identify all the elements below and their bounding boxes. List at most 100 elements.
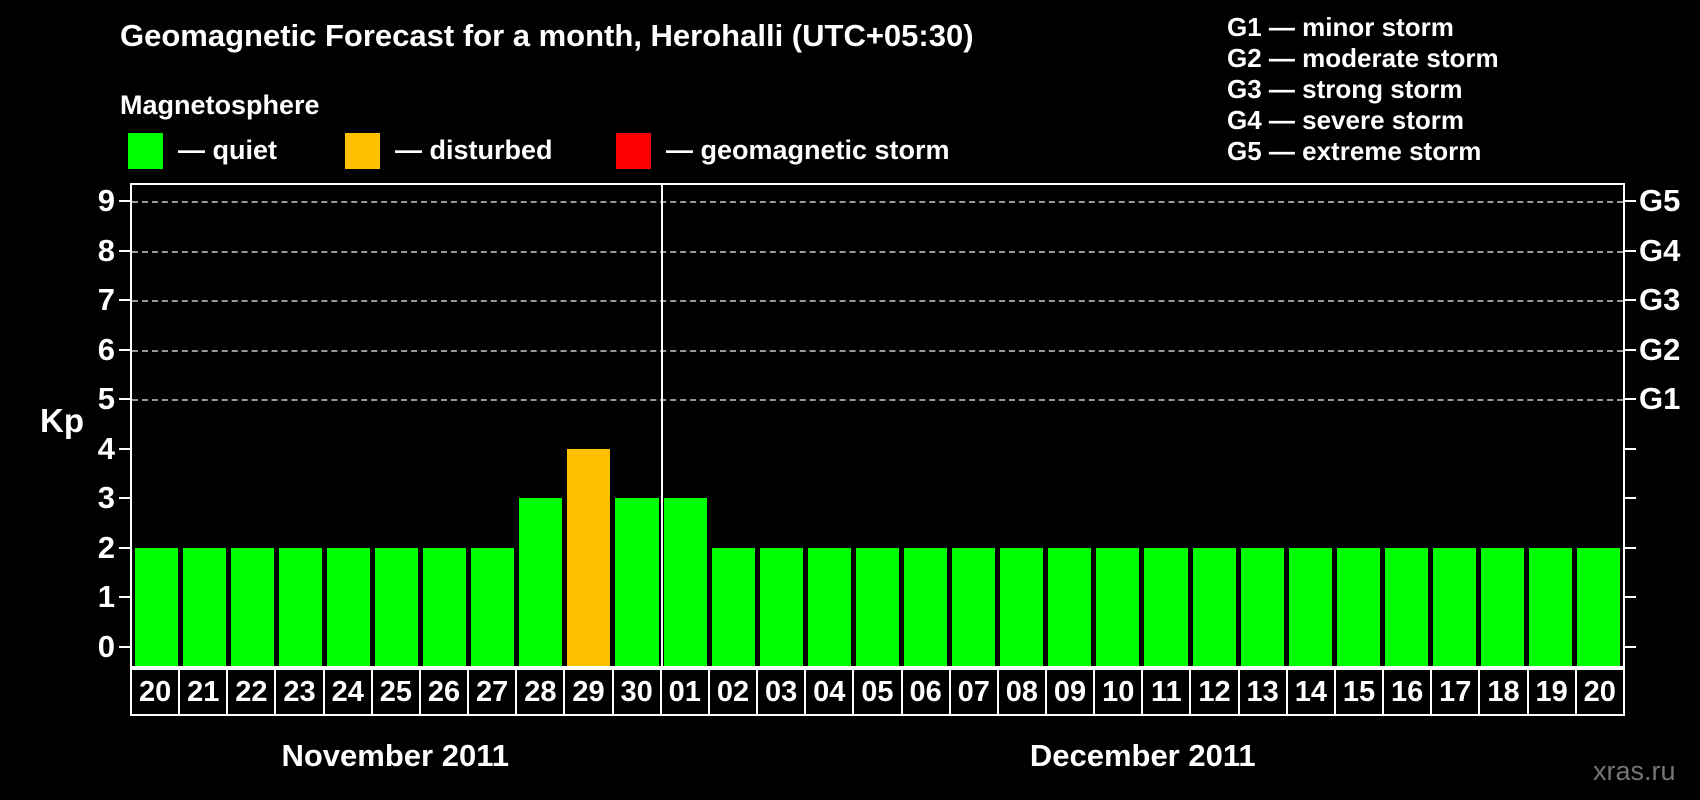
kp-bar-slot: [1334, 185, 1382, 666]
y-tick-label-0: 0: [97, 628, 115, 664]
date-cell-17: 17: [1430, 668, 1481, 716]
kp-bar-08: [1000, 547, 1044, 666]
kp-bar-slot: [1382, 185, 1430, 666]
left-tick-kp5: [119, 398, 130, 400]
kp-bar-28: [519, 498, 563, 666]
kp-bar-11: [1144, 547, 1188, 666]
kp-bar-slot: [902, 185, 950, 666]
kp-bar-slot: [661, 185, 709, 666]
left-tick-kp7: [119, 299, 130, 301]
right-tick-kp4: [1625, 447, 1636, 450]
disturbed-color-swatch: [345, 132, 380, 169]
y-tick-label-3: 3: [97, 480, 115, 515]
storm-scale-line-g4: G4 — severe storm: [1227, 105, 1465, 135]
storm-scale-line-g2: G2 — moderate storm: [1227, 43, 1499, 73]
y-axis-label-kp: Kp: [40, 402, 84, 439]
date-cell-24: 24: [322, 668, 373, 716]
right-tick-kp7: [1625, 299, 1636, 301]
kp-bar-24: [326, 547, 370, 666]
kp-bar-slot: [1431, 185, 1479, 666]
right-tick-kp6: [1625, 348, 1636, 351]
right-axis-label-g4: G4: [1639, 232, 1681, 268]
kp-bar-29: [567, 448, 611, 666]
kp-bar-slot: [998, 185, 1046, 666]
date-cell-23: 23: [274, 668, 325, 716]
gridline-kp5: [132, 399, 1623, 401]
legend-item-disturbed: — disturbed: [345, 132, 553, 169]
y-tick-label-5: 5: [97, 381, 115, 416]
left-tick-kp9: [119, 200, 130, 202]
left-tick-kp6: [119, 348, 130, 351]
y-tick-label-6: 6: [97, 331, 115, 367]
date-cell-11: 11: [1141, 668, 1192, 716]
kp-bar-04: [807, 547, 851, 666]
kp-bar-slot: [276, 185, 324, 666]
kp-bar-slot: [1286, 185, 1334, 666]
plot-area: [130, 183, 1625, 668]
kp-bar-slot: [324, 185, 372, 666]
kp-bar-slot: [950, 185, 998, 666]
kp-bar-slot: [1527, 185, 1575, 666]
date-cell-02: 02: [707, 668, 759, 716]
date-cell-14: 14: [1285, 668, 1336, 716]
kp-bar-12: [1192, 547, 1236, 666]
y-tick-label-9: 9: [97, 183, 115, 218]
left-tick-kp1: [119, 596, 130, 598]
quiet-color-swatch: [128, 132, 163, 169]
month-label-1: December 2011: [1029, 738, 1256, 773]
kp-bar-slot: [517, 185, 565, 666]
right-axis-label-g2: G2: [1639, 331, 1681, 367]
right-tick-kp5: [1625, 398, 1636, 400]
date-cell-21: 21: [178, 668, 229, 716]
y-tick-label-4: 4: [97, 430, 115, 466]
date-cell-10: 10: [1093, 668, 1144, 716]
y-tick-label-1: 1: [97, 579, 115, 614]
date-cell-05: 05: [852, 668, 903, 716]
kp-bar-slot: [1190, 185, 1238, 666]
kp-bar-23: [278, 547, 322, 666]
kp-bar-27: [471, 547, 515, 666]
kp-bar-slot: [853, 185, 901, 666]
storm-color-swatch: [616, 132, 651, 169]
storm-scale-line-g5: G5 — extreme storm: [1227, 136, 1482, 166]
gridline-kp7: [132, 300, 1623, 302]
kp-bar-slot: [1094, 185, 1142, 666]
right-axis-label-g1: G1: [1639, 381, 1681, 416]
right-tick-kp9: [1625, 200, 1636, 202]
kp-bar-slot: [709, 185, 757, 666]
date-cell-07: 07: [948, 668, 999, 716]
kp-bar-slot: [469, 185, 517, 666]
kp-bar-10: [1096, 547, 1140, 666]
kp-bar-slot: [132, 185, 180, 666]
right-tick-kp0: [1625, 645, 1636, 648]
month-label-0: November 2011: [281, 738, 509, 773]
date-cell-28: 28: [515, 668, 566, 716]
kp-bar-slot: [1479, 185, 1527, 666]
date-cell-15: 15: [1333, 668, 1385, 716]
date-cell-04: 04: [804, 668, 855, 716]
kp-bar-21: [182, 547, 226, 666]
date-cell-06: 06: [900, 668, 951, 716]
kp-bar-14: [1288, 547, 1332, 666]
legend-item-label: — geomagnetic storm: [666, 135, 950, 165]
storm-scale-line-g1: G1 — minor storm: [1227, 12, 1454, 42]
kp-bar-13: [1240, 547, 1284, 666]
kp-bar-03: [759, 547, 803, 666]
date-cell-26: 26: [418, 668, 470, 716]
date-axis-row: 20 21 22 23 24 25 26 27 28 29 30 01 02 03 04 05 06 07 08 09…: [130, 668, 1625, 716]
kp-bar-slot: [757, 185, 805, 666]
kp-bar-slot: [421, 185, 469, 666]
kp-bar-09: [1048, 547, 1092, 666]
kp-bar-25: [374, 547, 419, 666]
month-separator-line: [661, 185, 663, 666]
left-tick-kp4: [119, 447, 130, 450]
date-cell-29: 29: [563, 668, 614, 716]
date-cell-13: 13: [1237, 668, 1288, 716]
date-cell-19: 19: [1526, 668, 1577, 716]
storm-scale-line-g3: G3 — strong storm: [1227, 74, 1463, 104]
left-tick-kp2: [119, 546, 130, 549]
plot-inner: [132, 185, 1623, 666]
date-cell-16: 16: [1382, 668, 1433, 716]
right-axis-label-g5: G5: [1639, 183, 1681, 218]
